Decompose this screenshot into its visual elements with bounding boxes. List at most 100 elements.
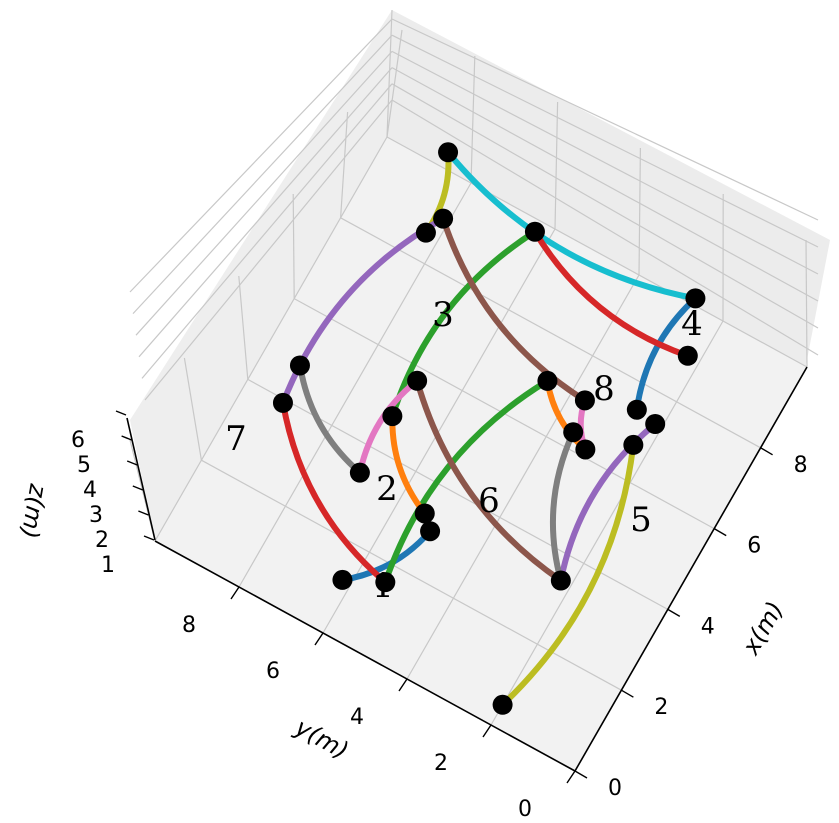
series-line-2: [445, 149, 699, 302]
series-line-12: [414, 377, 564, 584]
data-point: [433, 208, 454, 229]
floor-grid-x: [386, 136, 808, 368]
y-tick-label: 4: [350, 705, 364, 730]
z-tick: [143, 535, 155, 541]
z-tick-label: 3: [89, 503, 103, 528]
x-tick: [713, 527, 727, 537]
wall-grid-z: [138, 67, 393, 358]
series-line-3: [633, 295, 699, 413]
y-tick-label: 8: [182, 613, 196, 638]
data-point: [289, 355, 310, 376]
node-label: 3: [432, 295, 454, 335]
z-tick: [115, 410, 127, 416]
z-tick: [121, 435, 132, 441]
x-tick: [760, 447, 773, 456]
series-line-10: [382, 377, 551, 586]
y-tick: [566, 770, 576, 784]
data-point: [407, 370, 428, 391]
node-label: 8: [593, 369, 615, 409]
y-tick: [482, 724, 492, 738]
node-label: 5: [630, 500, 652, 540]
node-label: 7: [225, 419, 247, 459]
series-lines: [280, 149, 699, 708]
y-axis-label: y(m): [290, 713, 354, 765]
node-label: 4: [681, 304, 703, 344]
data-point: [677, 345, 698, 366]
data-point: [382, 406, 403, 427]
series-line-14: [549, 429, 577, 584]
data-point: [415, 222, 436, 243]
wall-grid-z: [141, 83, 393, 379]
x-tick-label: 0: [608, 776, 622, 801]
data-point: [375, 572, 396, 593]
node-label: 6: [478, 481, 500, 521]
wall-grid-z: [391, 67, 819, 302]
data-point: [685, 288, 706, 309]
wall-grid-z: [144, 99, 393, 401]
z-tick: [138, 510, 149, 516]
series-line-0: [499, 441, 637, 708]
wall-grid-z: [391, 83, 819, 329]
wall-grid-x-vertical: [638, 147, 641, 276]
wall-grid-z: [132, 34, 393, 315]
series-line-6: [280, 399, 389, 586]
wall-grid-x-vertical: [554, 101, 559, 230]
wall-grid-x-vertical: [805, 239, 808, 368]
y-tick: [230, 586, 240, 600]
wall-grid-z: [391, 18, 819, 221]
wall-grid-x-vertical: [386, 9, 393, 138]
y-tick-label: 6: [266, 659, 280, 684]
data-point: [575, 439, 596, 460]
series-line-13: [297, 362, 363, 476]
wall-grid-y-vertical: [340, 111, 349, 218]
tick-marks: [115, 410, 773, 784]
data-point: [574, 390, 595, 411]
y-tick: [398, 678, 408, 692]
data-points: [272, 142, 706, 715]
floor-grid-y: [490, 320, 724, 726]
data-point: [349, 462, 370, 483]
wall-grid-y-vertical: [292, 193, 295, 299]
data-point: [524, 221, 545, 242]
floor-pane: [155, 137, 807, 771]
back-wall-x: [387, 10, 830, 367]
series-line-17: [356, 377, 421, 476]
x-tick: [574, 770, 588, 779]
z-tick-label: 1: [101, 553, 115, 578]
data-point: [550, 570, 571, 591]
series-line-5: [531, 228, 691, 359]
wall-grid-z: [391, 50, 819, 275]
x-axis-label: x(m): [736, 597, 789, 661]
z-axis-line: [126, 417, 156, 541]
z-tick-label: 6: [71, 428, 85, 453]
wall-grid-z: [129, 18, 393, 293]
y-axis-line: [154, 540, 576, 772]
x-axis-line: [574, 366, 808, 772]
z-tick: [132, 485, 144, 491]
axis-lines: [126, 366, 808, 772]
x-tick-label: 4: [701, 614, 715, 639]
data-point: [414, 503, 435, 524]
floor-grid-y: [154, 136, 388, 542]
node-label: 2: [376, 469, 398, 509]
data-point: [492, 694, 513, 715]
data-point: [272, 392, 293, 413]
z-tick-label: 5: [77, 453, 91, 478]
z-tick-label: 2: [95, 528, 109, 553]
wall-grid-y-vertical: [183, 357, 202, 461]
x-tick-label: 8: [794, 453, 808, 478]
wall-grid-z: [135, 50, 393, 336]
data-point: [645, 414, 666, 434]
data-point: [438, 142, 459, 163]
series-line-11: [440, 215, 588, 404]
wall-grid-z: [391, 99, 819, 356]
floor-grid-y: [238, 182, 472, 588]
data-point: [420, 521, 441, 542]
wall-grid-x-vertical: [470, 55, 476, 184]
y-tick-label: 2: [434, 751, 448, 776]
data-point: [332, 569, 353, 590]
node-label: 1: [372, 566, 394, 606]
wall-grid-z: [391, 34, 819, 248]
z-tick: [126, 460, 138, 466]
